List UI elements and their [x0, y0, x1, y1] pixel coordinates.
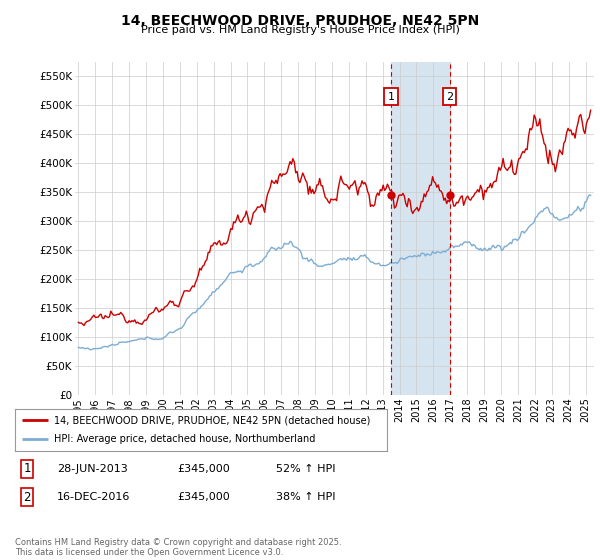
Text: Contains HM Land Registry data © Crown copyright and database right 2025.
This d: Contains HM Land Registry data © Crown c… — [15, 538, 341, 557]
Text: 28-JUN-2013: 28-JUN-2013 — [57, 464, 128, 474]
Text: 14, BEECHWOOD DRIVE, PRUDHOE, NE42 5PN (detached house): 14, BEECHWOOD DRIVE, PRUDHOE, NE42 5PN (… — [54, 415, 370, 425]
Text: 2: 2 — [446, 92, 453, 101]
Text: Price paid vs. HM Land Registry's House Price Index (HPI): Price paid vs. HM Land Registry's House … — [140, 25, 460, 35]
Text: 52% ↑ HPI: 52% ↑ HPI — [276, 464, 335, 474]
Text: 1: 1 — [388, 92, 394, 101]
Text: 2: 2 — [23, 491, 31, 504]
Text: HPI: Average price, detached house, Northumberland: HPI: Average price, detached house, Nort… — [54, 434, 316, 444]
Text: £345,000: £345,000 — [177, 492, 230, 502]
Text: 1: 1 — [23, 462, 31, 475]
Text: 38% ↑ HPI: 38% ↑ HPI — [276, 492, 335, 502]
Text: £345,000: £345,000 — [177, 464, 230, 474]
Text: 14, BEECHWOOD DRIVE, PRUDHOE, NE42 5PN: 14, BEECHWOOD DRIVE, PRUDHOE, NE42 5PN — [121, 14, 479, 28]
Text: 16-DEC-2016: 16-DEC-2016 — [57, 492, 130, 502]
Bar — [391, 62, 449, 395]
